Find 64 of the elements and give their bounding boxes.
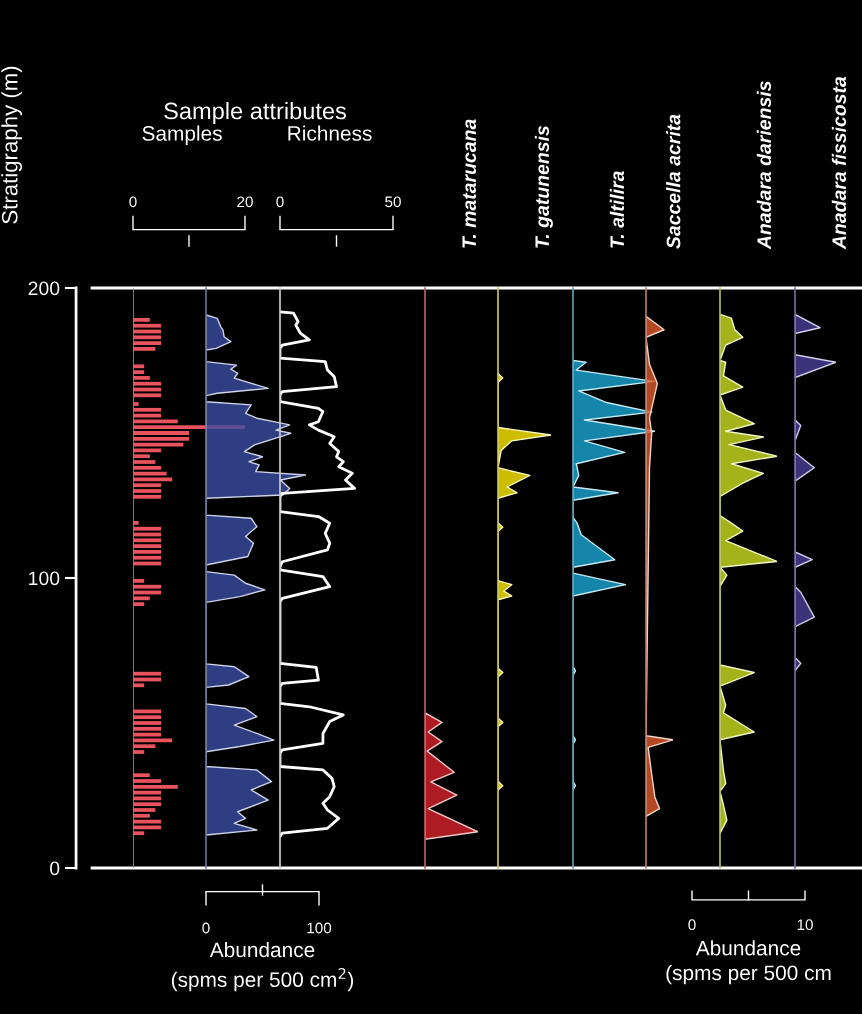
bar	[133, 335, 161, 340]
chart-title: T. gatunensis	[534, 125, 553, 248]
bar	[133, 831, 145, 836]
bar	[133, 494, 161, 499]
bar	[133, 579, 145, 583]
bar	[133, 750, 145, 754]
x-tick-label: 20	[237, 196, 253, 208]
chart-title: T. matarucana	[462, 119, 477, 248]
y-tick-label: 0	[50, 861, 60, 876]
bar	[133, 555, 161, 560]
bar	[133, 465, 161, 470]
chart-title: T. altilira	[609, 171, 625, 248]
bar	[133, 602, 145, 606]
chart-title: Richness	[288, 125, 372, 141]
y-tick-label: 200	[28, 281, 60, 296]
bar	[133, 393, 161, 398]
y-axis-title: Stratigraphy (m)	[1, 66, 22, 224]
x-tick-label: 50	[385, 196, 401, 208]
bar	[133, 407, 161, 412]
chart-title: Anadara fissicosta	[831, 76, 847, 250]
bar	[133, 596, 150, 601]
bar	[133, 808, 156, 812]
bar	[133, 773, 150, 778]
bar	[133, 364, 145, 369]
bar	[133, 584, 161, 589]
bar	[133, 460, 156, 464]
bar	[133, 341, 161, 345]
bar	[133, 779, 161, 783]
bar	[133, 318, 150, 322]
x-tick-label: 0	[276, 196, 284, 208]
bar	[133, 402, 139, 406]
bar	[133, 726, 161, 731]
bar	[133, 683, 145, 688]
chart-title: Anadara dariensis	[756, 81, 772, 250]
y-tick-label: 100	[29, 571, 60, 586]
bar	[133, 784, 178, 789]
bar	[133, 431, 189, 435]
bar	[133, 436, 189, 441]
bar	[133, 381, 161, 386]
x-tick-label: 0	[129, 196, 137, 208]
bar	[133, 489, 161, 493]
bar	[133, 538, 161, 543]
text: Sample attributes	[164, 102, 347, 124]
bar	[133, 550, 161, 554]
bar	[133, 671, 161, 676]
bar	[133, 323, 161, 328]
chart-title: Samples	[142, 125, 222, 145]
text: Abundance (spms per 500 cm	[666, 940, 831, 985]
bar	[133, 544, 161, 548]
bar	[133, 483, 161, 488]
text: 10	[797, 919, 813, 931]
bar	[133, 347, 156, 351]
bar	[133, 370, 145, 374]
bar	[133, 526, 161, 531]
bar	[133, 376, 150, 380]
bar	[133, 802, 161, 807]
bar	[133, 454, 150, 459]
bar	[133, 813, 150, 818]
bar	[133, 521, 139, 525]
bar	[133, 721, 161, 725]
bar	[133, 715, 161, 720]
x-axis-title: Abundance (spms per 500 cm$^{2}$)	[171, 941, 354, 992]
bar	[133, 744, 156, 749]
chart-title: Saccella acrita	[666, 114, 681, 249]
